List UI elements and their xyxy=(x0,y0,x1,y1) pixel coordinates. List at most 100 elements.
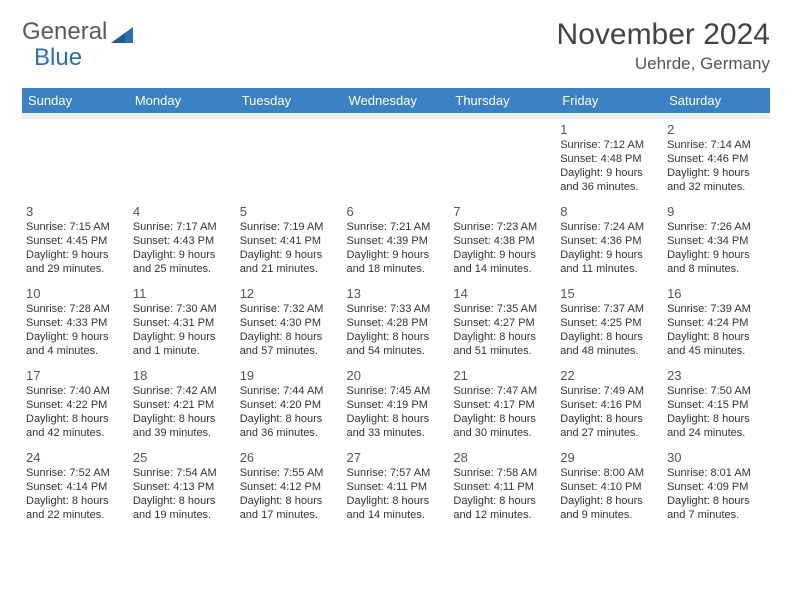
calendar-week: 1Sunrise: 7:12 AMSunset: 4:48 PMDaylight… xyxy=(22,119,770,201)
day-number: 24 xyxy=(26,450,125,465)
calendar-cell: 28Sunrise: 7:58 AMSunset: 4:11 PMDayligh… xyxy=(449,447,556,529)
day-number: 16 xyxy=(667,286,766,301)
day-info: Sunrise: 7:28 AMSunset: 4:33 PMDaylight:… xyxy=(26,302,125,358)
day-info: Sunrise: 7:47 AMSunset: 4:17 PMDaylight:… xyxy=(453,384,552,440)
day-info: Sunrise: 7:35 AMSunset: 4:27 PMDaylight:… xyxy=(453,302,552,358)
calendar-cell xyxy=(449,119,556,201)
calendar-cell xyxy=(129,119,236,201)
day-number: 23 xyxy=(667,368,766,383)
calendar-week: 3Sunrise: 7:15 AMSunset: 4:45 PMDaylight… xyxy=(22,201,770,283)
calendar-cell: 20Sunrise: 7:45 AMSunset: 4:19 PMDayligh… xyxy=(343,365,450,447)
day-info: Sunrise: 7:39 AMSunset: 4:24 PMDaylight:… xyxy=(667,302,766,358)
calendar-week: 24Sunrise: 7:52 AMSunset: 4:14 PMDayligh… xyxy=(22,447,770,529)
day-info: Sunrise: 7:33 AMSunset: 4:28 PMDaylight:… xyxy=(347,302,446,358)
day-number: 18 xyxy=(133,368,232,383)
day-info: Sunrise: 7:15 AMSunset: 4:45 PMDaylight:… xyxy=(26,220,125,276)
day-number: 12 xyxy=(240,286,339,301)
calendar-cell xyxy=(236,119,343,201)
header: General November 2024 Uehrde, Germany xyxy=(22,18,770,74)
calendar-cell: 18Sunrise: 7:42 AMSunset: 4:21 PMDayligh… xyxy=(129,365,236,447)
day-info: Sunrise: 7:55 AMSunset: 4:12 PMDaylight:… xyxy=(240,466,339,522)
calendar-cell xyxy=(343,119,450,201)
calendar-cell: 15Sunrise: 7:37 AMSunset: 4:25 PMDayligh… xyxy=(556,283,663,365)
day-number: 20 xyxy=(347,368,446,383)
calendar-cell: 25Sunrise: 7:54 AMSunset: 4:13 PMDayligh… xyxy=(129,447,236,529)
day-number: 15 xyxy=(560,286,659,301)
day-number: 27 xyxy=(347,450,446,465)
title-block: November 2024 Uehrde, Germany xyxy=(557,18,770,74)
calendar-cell: 1Sunrise: 7:12 AMSunset: 4:48 PMDaylight… xyxy=(556,119,663,201)
calendar-header-row: SundayMondayTuesdayWednesdayThursdayFrid… xyxy=(22,88,770,113)
calendar-cell: 27Sunrise: 7:57 AMSunset: 4:11 PMDayligh… xyxy=(343,447,450,529)
day-number: 21 xyxy=(453,368,552,383)
logo-word-general: General xyxy=(22,18,107,46)
calendar-cell: 4Sunrise: 7:17 AMSunset: 4:43 PMDaylight… xyxy=(129,201,236,283)
calendar-week: 10Sunrise: 7:28 AMSunset: 4:33 PMDayligh… xyxy=(22,283,770,365)
day-info: Sunrise: 7:50 AMSunset: 4:15 PMDaylight:… xyxy=(667,384,766,440)
calendar-cell: 24Sunrise: 7:52 AMSunset: 4:14 PMDayligh… xyxy=(22,447,129,529)
day-info: Sunrise: 8:00 AMSunset: 4:10 PMDaylight:… xyxy=(560,466,659,522)
calendar-cell: 11Sunrise: 7:30 AMSunset: 4:31 PMDayligh… xyxy=(129,283,236,365)
day-number: 14 xyxy=(453,286,552,301)
day-header: Friday xyxy=(556,88,663,113)
day-info: Sunrise: 7:49 AMSunset: 4:16 PMDaylight:… xyxy=(560,384,659,440)
day-info: Sunrise: 7:52 AMSunset: 4:14 PMDaylight:… xyxy=(26,466,125,522)
calendar-cell: 5Sunrise: 7:19 AMSunset: 4:41 PMDaylight… xyxy=(236,201,343,283)
calendar-cell: 30Sunrise: 8:01 AMSunset: 4:09 PMDayligh… xyxy=(663,447,770,529)
day-number: 2 xyxy=(667,122,766,137)
calendar-cell: 17Sunrise: 7:40 AMSunset: 4:22 PMDayligh… xyxy=(22,365,129,447)
calendar-cell: 6Sunrise: 7:21 AMSunset: 4:39 PMDaylight… xyxy=(343,201,450,283)
day-number: 17 xyxy=(26,368,125,383)
calendar-week: 17Sunrise: 7:40 AMSunset: 4:22 PMDayligh… xyxy=(22,365,770,447)
day-info: Sunrise: 7:17 AMSunset: 4:43 PMDaylight:… xyxy=(133,220,232,276)
day-info: Sunrise: 7:26 AMSunset: 4:34 PMDaylight:… xyxy=(667,220,766,276)
day-number: 10 xyxy=(26,286,125,301)
day-info: Sunrise: 7:45 AMSunset: 4:19 PMDaylight:… xyxy=(347,384,446,440)
calendar-cell: 26Sunrise: 7:55 AMSunset: 4:12 PMDayligh… xyxy=(236,447,343,529)
calendar-cell: 19Sunrise: 7:44 AMSunset: 4:20 PMDayligh… xyxy=(236,365,343,447)
calendar-cell: 13Sunrise: 7:33 AMSunset: 4:28 PMDayligh… xyxy=(343,283,450,365)
day-header: Sunday xyxy=(22,88,129,113)
calendar-cell: 21Sunrise: 7:47 AMSunset: 4:17 PMDayligh… xyxy=(449,365,556,447)
calendar-cell: 12Sunrise: 7:32 AMSunset: 4:30 PMDayligh… xyxy=(236,283,343,365)
day-info: Sunrise: 7:32 AMSunset: 4:30 PMDaylight:… xyxy=(240,302,339,358)
day-info: Sunrise: 7:23 AMSunset: 4:38 PMDaylight:… xyxy=(453,220,552,276)
day-info: Sunrise: 7:44 AMSunset: 4:20 PMDaylight:… xyxy=(240,384,339,440)
logo-word-blue: Blue xyxy=(34,44,82,72)
day-number: 28 xyxy=(453,450,552,465)
day-info: Sunrise: 7:21 AMSunset: 4:39 PMDaylight:… xyxy=(347,220,446,276)
day-number: 25 xyxy=(133,450,232,465)
calendar-cell: 10Sunrise: 7:28 AMSunset: 4:33 PMDayligh… xyxy=(22,283,129,365)
day-number: 29 xyxy=(560,450,659,465)
calendar-cell: 2Sunrise: 7:14 AMSunset: 4:46 PMDaylight… xyxy=(663,119,770,201)
day-number: 26 xyxy=(240,450,339,465)
day-number: 6 xyxy=(347,204,446,219)
day-info: Sunrise: 7:42 AMSunset: 4:21 PMDaylight:… xyxy=(133,384,232,440)
calendar-table: SundayMondayTuesdayWednesdayThursdayFrid… xyxy=(22,88,770,529)
day-header: Saturday xyxy=(663,88,770,113)
day-info: Sunrise: 7:12 AMSunset: 4:48 PMDaylight:… xyxy=(560,138,659,194)
calendar-cell: 16Sunrise: 7:39 AMSunset: 4:24 PMDayligh… xyxy=(663,283,770,365)
calendar-cell: 8Sunrise: 7:24 AMSunset: 4:36 PMDaylight… xyxy=(556,201,663,283)
day-info: Sunrise: 7:24 AMSunset: 4:36 PMDaylight:… xyxy=(560,220,659,276)
day-info: Sunrise: 7:54 AMSunset: 4:13 PMDaylight:… xyxy=(133,466,232,522)
day-info: Sunrise: 7:19 AMSunset: 4:41 PMDaylight:… xyxy=(240,220,339,276)
calendar-cell: 7Sunrise: 7:23 AMSunset: 4:38 PMDaylight… xyxy=(449,201,556,283)
calendar-cell: 22Sunrise: 7:49 AMSunset: 4:16 PMDayligh… xyxy=(556,365,663,447)
location: Uehrde, Germany xyxy=(557,54,770,74)
calendar-cell: 29Sunrise: 8:00 AMSunset: 4:10 PMDayligh… xyxy=(556,447,663,529)
day-number: 4 xyxy=(133,204,232,219)
day-number: 7 xyxy=(453,204,552,219)
day-info: Sunrise: 7:58 AMSunset: 4:11 PMDaylight:… xyxy=(453,466,552,522)
day-number: 1 xyxy=(560,122,659,137)
calendar-cell: 23Sunrise: 7:50 AMSunset: 4:15 PMDayligh… xyxy=(663,365,770,447)
day-header: Monday xyxy=(129,88,236,113)
day-number: 5 xyxy=(240,204,339,219)
day-number: 30 xyxy=(667,450,766,465)
calendar-cell: 9Sunrise: 7:26 AMSunset: 4:34 PMDaylight… xyxy=(663,201,770,283)
day-number: 9 xyxy=(667,204,766,219)
day-info: Sunrise: 7:57 AMSunset: 4:11 PMDaylight:… xyxy=(347,466,446,522)
day-number: 11 xyxy=(133,286,232,301)
day-number: 13 xyxy=(347,286,446,301)
day-header: Wednesday xyxy=(343,88,450,113)
